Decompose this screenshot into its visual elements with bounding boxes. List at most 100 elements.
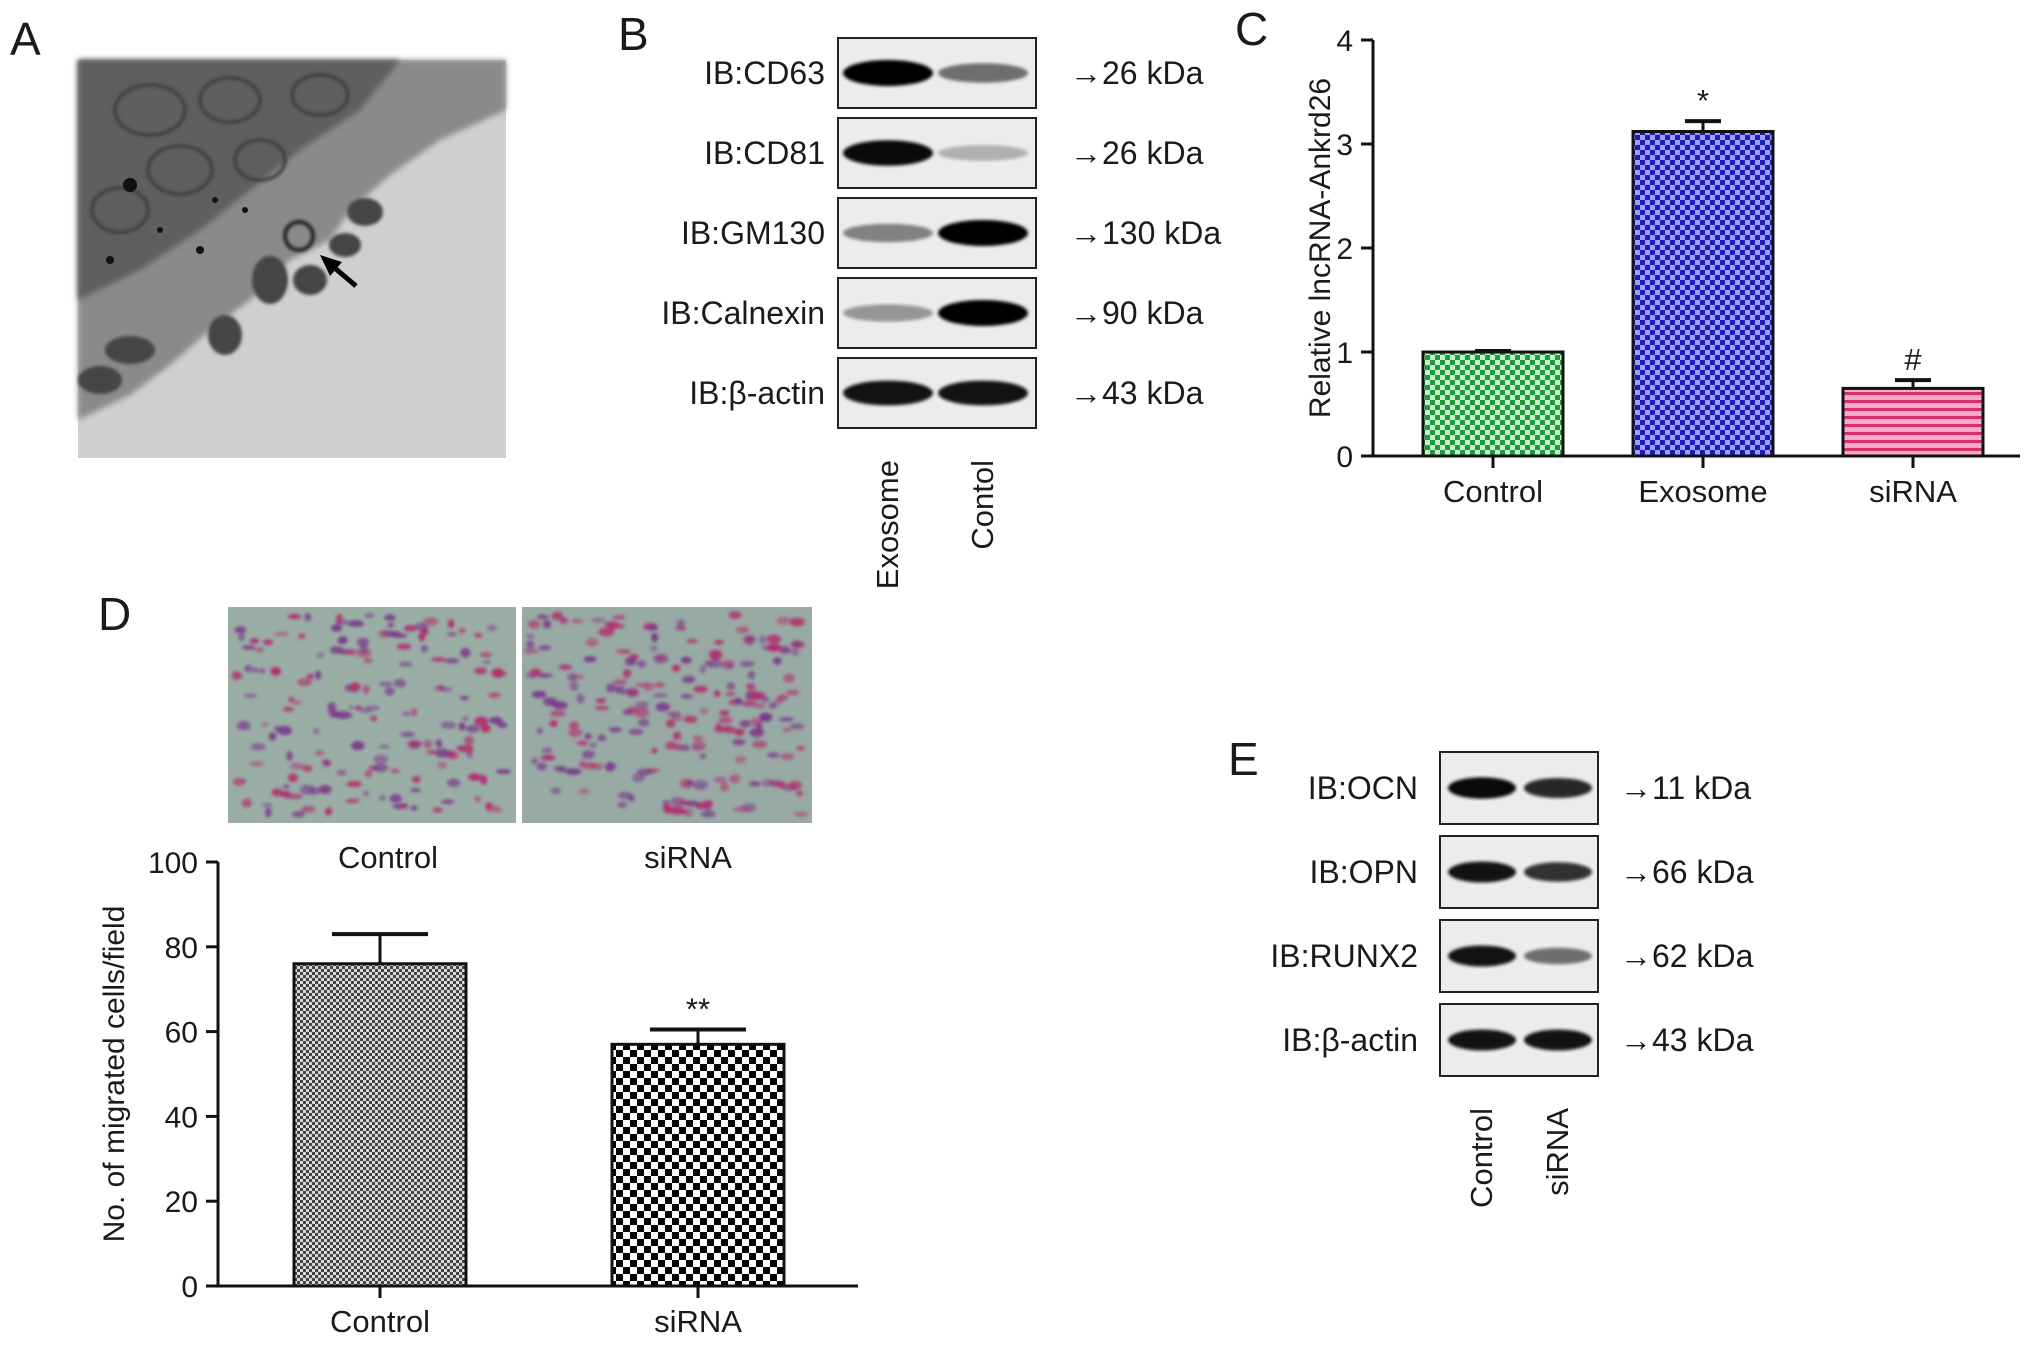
cell-mark (383, 631, 399, 636)
significance-marker: ** (686, 991, 710, 1026)
cell-mark (702, 800, 714, 807)
cell-mark (567, 728, 583, 738)
cell-mark (789, 723, 805, 730)
blot-row-2: IB:OPN →66 kDa (1310, 835, 1754, 909)
cell-mark (291, 811, 306, 818)
cell-mark (402, 711, 411, 717)
cell-mark (238, 633, 245, 641)
cell-mark (378, 681, 393, 687)
cell-mark (300, 805, 316, 813)
cell-mark (537, 673, 553, 678)
x-tick-label: siRNA (654, 1304, 742, 1339)
cell-mark (261, 803, 274, 808)
cell-mark (531, 690, 547, 699)
cell-mark (357, 637, 370, 648)
cell-mark (594, 705, 610, 711)
bar-chart-c: 0 1 2 3 4 Relative lncRNA-Ankrd26 Control Exoso… (1304, 25, 2020, 509)
bar-exosome (1631, 130, 1775, 458)
y-tick-label: 80 (165, 932, 198, 965)
cell-mark (720, 782, 729, 792)
panel-a-letter: A (10, 13, 41, 65)
cell-mark (651, 747, 658, 754)
cell-mark (410, 805, 418, 811)
cell-mark (435, 748, 450, 758)
cell-mark (373, 763, 389, 773)
blot-size-marker: →26 kDa (1070, 55, 1204, 91)
cell-mark (441, 799, 455, 805)
cell-mark (783, 673, 795, 683)
y-tick-label: 100 (148, 847, 198, 880)
bar-sirna (1841, 386, 1985, 458)
cell-mark (268, 732, 277, 741)
cell-mark (286, 751, 293, 761)
cell-mark (244, 693, 257, 698)
cell-mark (632, 773, 645, 783)
cell-mark (558, 664, 572, 670)
cell-mark (287, 613, 302, 620)
cell-mark (360, 645, 368, 655)
blot-size-marker: →66 kDa (1620, 854, 1754, 890)
cell-mark (569, 681, 579, 691)
blot-size-marker: →62 kDa (1620, 938, 1754, 974)
cell-mark (788, 780, 802, 791)
cell-mark (553, 766, 565, 771)
cell-mark (474, 632, 483, 638)
micrograph-label-control: Control (338, 840, 438, 875)
cell-mark (259, 668, 266, 674)
cell-mark (254, 647, 265, 652)
cell-mark (718, 717, 733, 724)
cell-mark (390, 768, 401, 774)
significance-marker: * (1697, 83, 1709, 118)
cell-mark (759, 634, 767, 645)
blot-band (1524, 1029, 1592, 1051)
cell-mark (496, 769, 512, 774)
migration-micrograph-control (228, 607, 516, 823)
cell-mark (494, 806, 503, 814)
panel-d-letter: D (98, 588, 131, 640)
cell-mark (315, 670, 322, 680)
cell-mark (435, 739, 443, 748)
blot-row-2: IB:CD81 →26 kDa (704, 117, 1204, 189)
cell-mark (458, 628, 466, 634)
cell-mark (742, 636, 756, 643)
cell-mark (780, 753, 795, 760)
cell-mark (489, 716, 503, 725)
cell-mark (336, 613, 343, 624)
cell-mark (373, 754, 389, 764)
cell-mark (754, 702, 766, 709)
blot-row-4: IB:Calnexin →90 kDa (661, 277, 1204, 349)
cell-mark (378, 795, 387, 801)
cell-mark (351, 741, 365, 751)
cell-mark (576, 740, 589, 746)
cell-mark (732, 738, 746, 746)
blot-band (1524, 947, 1592, 965)
cell-mark (749, 691, 766, 701)
cell-mark (440, 686, 453, 693)
cell-mark (680, 744, 690, 752)
cell-mark (591, 617, 606, 623)
cell-mark (313, 727, 320, 735)
blot-label: IB:RUNX2 (1270, 938, 1418, 974)
cell-mark (635, 701, 649, 709)
cell-mark (458, 722, 466, 731)
western-blot-b: IB:CD63 →26 kDa IB:CD81 →26 kDa IB:GM130 →130… (661, 37, 1221, 589)
blot-label: IB:β-actin (1282, 1022, 1418, 1058)
y-tick-label: 0 (181, 1271, 198, 1304)
panel-e-letter: E (1228, 733, 1259, 785)
cell-mark (480, 775, 488, 785)
cell-mark (550, 787, 562, 794)
cell-mark (718, 726, 733, 732)
cell-mark (748, 781, 761, 787)
cell-mark (567, 672, 578, 682)
cell-mark (431, 657, 446, 662)
blot-label: IB:OCN (1308, 770, 1418, 806)
cell-mark (531, 758, 539, 764)
bar-control (1421, 350, 1565, 458)
blot-row-3: IB:GM130 →130 kDa (681, 197, 1221, 269)
cell-mark (749, 727, 765, 738)
cell-mark (776, 782, 787, 788)
cell-mark (676, 619, 685, 628)
cell-mark (767, 752, 780, 758)
cell-mark (252, 667, 259, 673)
cell-mark (383, 614, 396, 621)
